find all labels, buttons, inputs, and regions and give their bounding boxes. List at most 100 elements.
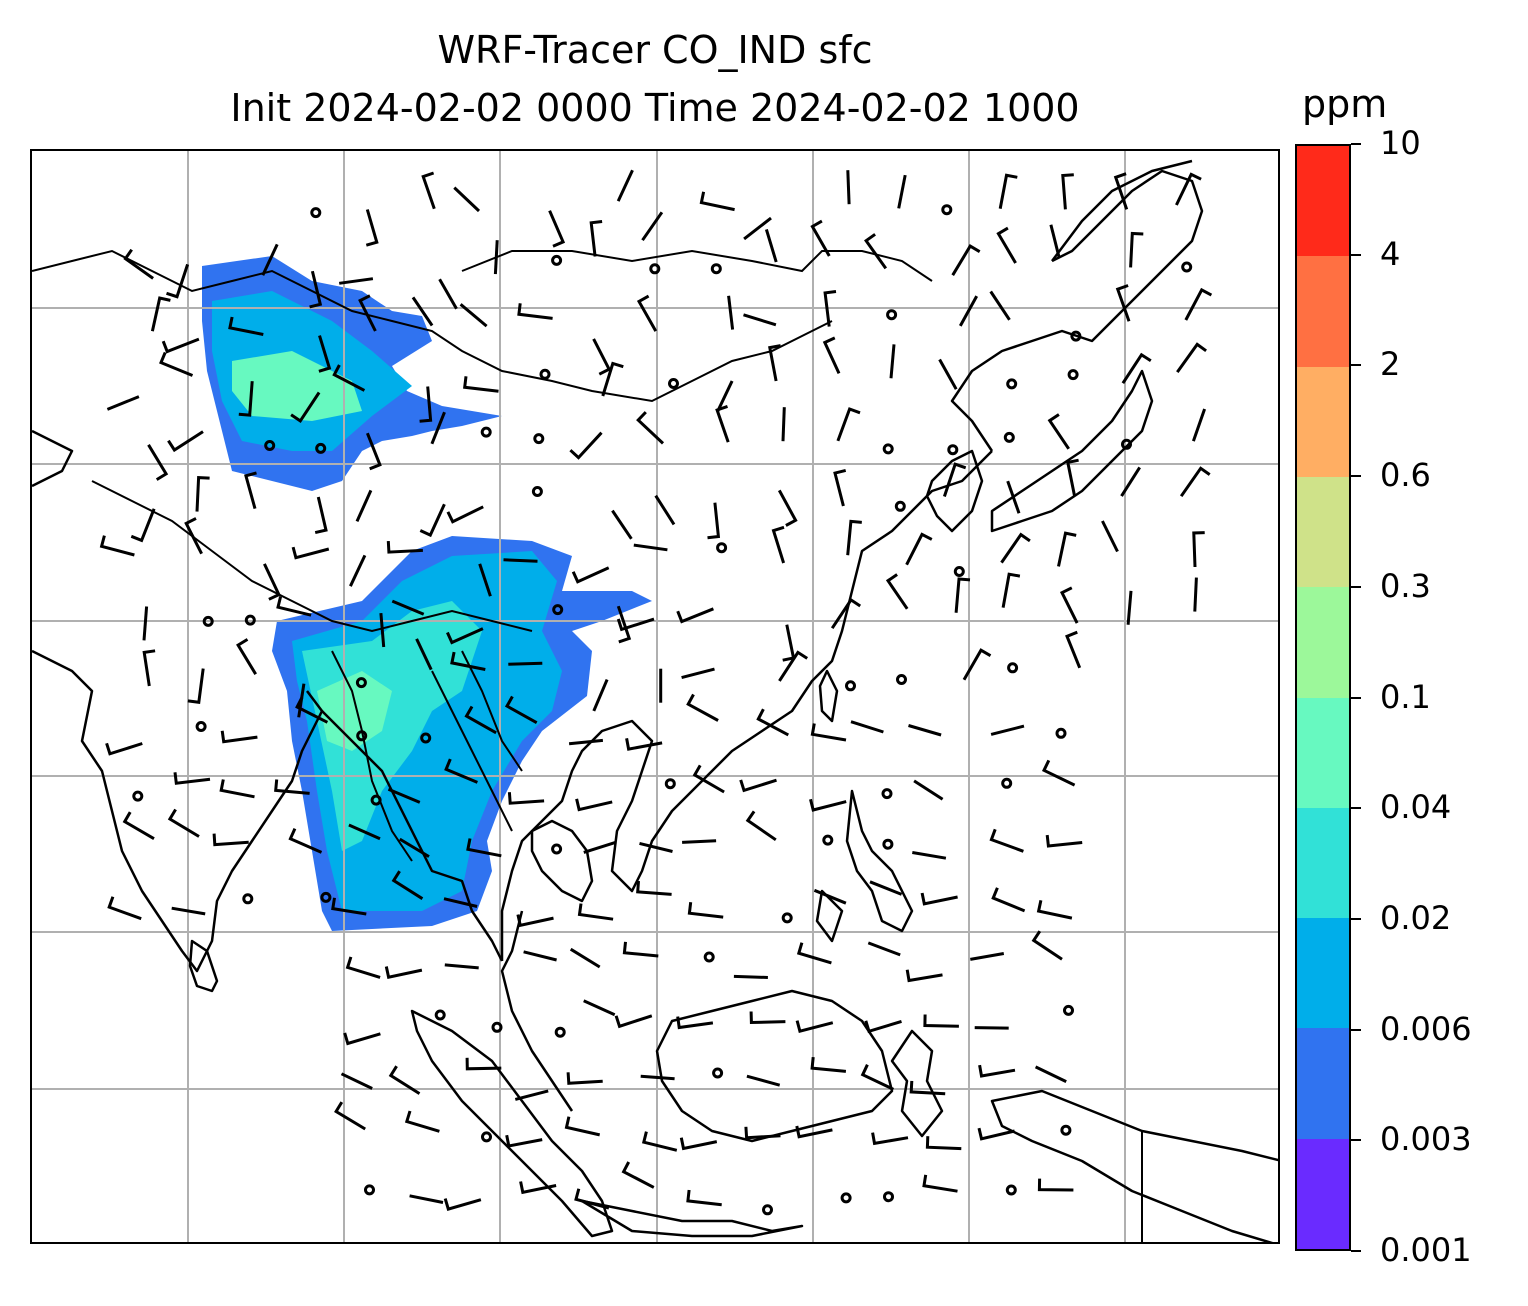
- wind-barb: [864, 1019, 902, 1034]
- coastline-indochina: [500, 450, 993, 961]
- wind-barb: [340, 1072, 373, 1090]
- wind-barb: [905, 532, 933, 566]
- calm-wind-circle: [481, 1131, 492, 1143]
- wind-barb: [1113, 172, 1129, 210]
- wind-barb: [810, 1056, 847, 1073]
- coastline-new-guinea: [990, 1089, 1278, 1242]
- wind-barb: [733, 974, 768, 979]
- wind-barb: [334, 1101, 366, 1131]
- calm-wind-circle: [132, 790, 144, 802]
- wind-barb: [1192, 531, 1205, 568]
- calm-wind-circle: [364, 1184, 375, 1196]
- wind-barb: [505, 1134, 543, 1148]
- wind-barb: [409, 1194, 444, 1204]
- calm-wind-circle: [1060, 1124, 1072, 1136]
- wind-barb: [548, 210, 566, 248]
- wind-barb: [771, 525, 786, 564]
- wind-barb: [261, 243, 279, 276]
- wind-barb: [1045, 834, 1083, 848]
- wind-barb: [1059, 586, 1079, 624]
- wind-barb: [290, 391, 321, 423]
- colorbar-tick-label: 0.1: [1380, 677, 1431, 716]
- wind-barb: [1034, 1065, 1067, 1083]
- calm-wind-circle: [1070, 330, 1082, 342]
- wind-barb: [679, 1137, 718, 1151]
- wind-barb: [1036, 899, 1073, 920]
- wind-barb: [577, 903, 614, 921]
- colorbar-swatch: [1297, 587, 1349, 698]
- wind-barb: [687, 902, 724, 919]
- wind-barb: [922, 1174, 958, 1193]
- wind-barb: [912, 851, 947, 860]
- calm-wind-circle: [941, 204, 953, 216]
- wind-barb: [978, 1064, 1016, 1078]
- coastline-china-north: [950, 169, 1204, 452]
- wind-barb: [743, 216, 772, 241]
- wind-barb: [459, 303, 488, 328]
- wind-barb: [1057, 531, 1077, 567]
- wind-barb: [446, 505, 484, 524]
- wind-barb: [746, 1074, 781, 1087]
- wind-barb: [636, 294, 658, 332]
- wind-barb: [516, 914, 554, 928]
- wind-barb: [236, 638, 257, 675]
- wind-barb: [744, 1126, 781, 1140]
- calm-wind-circle: [712, 1067, 724, 1079]
- wind-barb: [159, 351, 194, 377]
- calm-wind-circle: [1003, 431, 1015, 443]
- wind-barb: [686, 1189, 722, 1207]
- wind-barb: [575, 798, 613, 812]
- wind-barb: [1001, 572, 1021, 608]
- wind-barb: [622, 941, 659, 958]
- calm-wind-circle: [1001, 777, 1013, 789]
- wind-barb: [869, 880, 903, 896]
- wind-barb: [404, 1110, 440, 1133]
- calm-wind-circle: [1063, 1004, 1074, 1016]
- calm-wind-circle: [264, 440, 276, 451]
- wind-barb: [846, 170, 851, 205]
- wind-barb: [909, 1080, 946, 1096]
- calm-wind-circle: [664, 778, 676, 790]
- wind-barb: [810, 723, 847, 742]
- wind-barb: [938, 358, 958, 390]
- colorbar-tick-label: 2: [1380, 345, 1401, 384]
- wind-barb: [443, 897, 478, 908]
- wind-barb: [1049, 224, 1061, 259]
- wind-barb: [1179, 466, 1211, 498]
- calm-wind-circle: [649, 263, 661, 275]
- wind-barb: [796, 942, 832, 965]
- wind-barb: [504, 695, 538, 725]
- colorbar-tick-label: 0.04: [1380, 788, 1452, 827]
- border-himalaya: [91, 480, 533, 633]
- wind-barb: [970, 952, 1005, 961]
- wind-barb: [173, 772, 211, 785]
- wind-barb: [1191, 408, 1207, 442]
- colorbar-unit: ppm: [1302, 82, 1388, 126]
- wind-barb: [654, 494, 676, 526]
- calm-wind-circle: [539, 368, 551, 380]
- colorbar-tick: [1351, 253, 1361, 256]
- tracer-plume-north-inner: [232, 351, 362, 421]
- calm-wind-circle: [552, 604, 564, 616]
- wind-barb: [768, 344, 781, 382]
- wind-barb: [147, 444, 169, 481]
- map-panel: [30, 149, 1280, 1244]
- wind-barb: [621, 1161, 655, 1189]
- wind-barb: [716, 380, 734, 413]
- wind-barb: [1061, 173, 1074, 210]
- calm-wind-circle: [703, 951, 715, 963]
- wind-barb: [942, 462, 967, 497]
- wind-barb: [568, 738, 604, 746]
- wind-barb: [625, 738, 663, 751]
- wind-barb: [166, 263, 190, 299]
- calm-wind-circle: [244, 614, 256, 626]
- calm-wind-circle: [882, 443, 894, 455]
- wind-barb: [569, 947, 601, 969]
- wind-barb: [274, 779, 310, 795]
- wind-barb: [639, 841, 673, 853]
- wind-barb: [641, 211, 664, 242]
- wind-barb: [464, 705, 497, 735]
- wind-barb: [1065, 630, 1082, 669]
- wind-barb: [727, 295, 735, 330]
- wind-barb: [743, 313, 777, 327]
